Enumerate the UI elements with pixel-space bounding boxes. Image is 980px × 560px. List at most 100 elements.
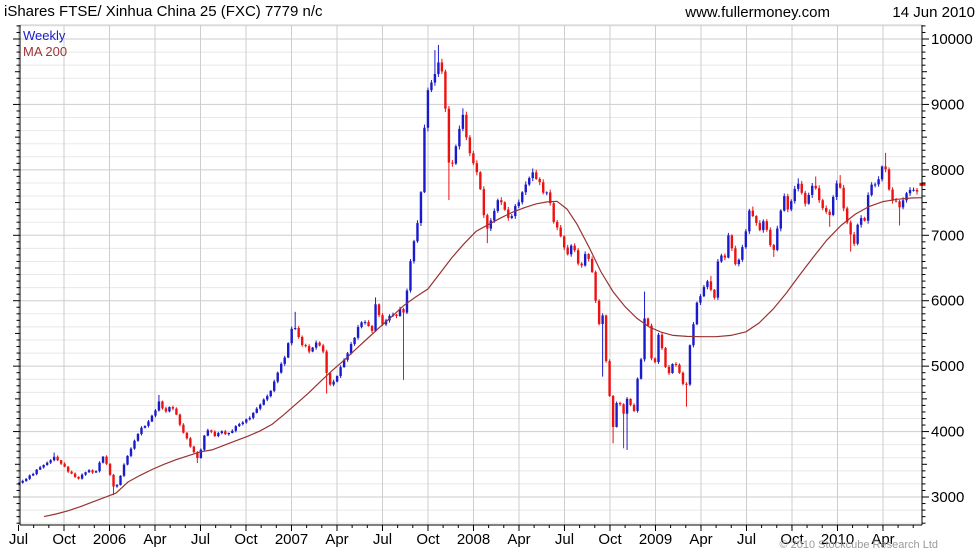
- candle-up: [290, 328, 293, 344]
- candle-down: [377, 304, 381, 316]
- candle-up: [657, 334, 660, 363]
- candle-up: [262, 399, 265, 405]
- candle-up: [335, 376, 339, 382]
- candle-up: [49, 460, 52, 463]
- candle-down: [472, 153, 475, 164]
- candle-down: [852, 234, 856, 244]
- x-axis-label: Jul: [555, 531, 574, 548]
- candle-up: [311, 347, 314, 352]
- candle-down: [402, 309, 405, 313]
- candle-down: [674, 363, 678, 365]
- candle-down: [196, 452, 199, 459]
- x-axis-label: Oct: [598, 531, 622, 548]
- candle-up: [873, 184, 877, 186]
- candle-down: [713, 289, 716, 298]
- candle-down: [681, 372, 685, 384]
- candle-up: [266, 396, 269, 400]
- candle-up: [496, 200, 500, 211]
- y-axis-label: 10000: [931, 31, 973, 48]
- candle-up: [206, 430, 210, 436]
- candle-up: [437, 62, 440, 74]
- candle-up: [716, 261, 720, 298]
- y-axis-label: 4000: [931, 424, 964, 441]
- candle-down: [566, 247, 569, 255]
- candle-down: [653, 358, 657, 363]
- candle-up: [430, 82, 433, 91]
- candle-down: [723, 255, 727, 258]
- x-axis-label: Oct: [780, 531, 804, 548]
- candle-down: [171, 407, 175, 409]
- candle-up: [423, 127, 426, 193]
- candle-up: [133, 440, 136, 449]
- candle-up: [720, 255, 723, 262]
- candle-up: [859, 218, 863, 225]
- candle-up: [639, 359, 643, 379]
- candle-up: [339, 367, 342, 377]
- candle-down: [318, 342, 321, 346]
- candle-down: [381, 315, 384, 325]
- candle-down: [213, 431, 217, 437]
- x-axis-label: Apr: [689, 531, 712, 548]
- candle-up: [342, 359, 346, 368]
- candle-down: [182, 424, 185, 433]
- candle-down: [660, 334, 664, 349]
- candle-down: [800, 183, 803, 193]
- candle-down: [804, 192, 807, 204]
- candle-up: [412, 241, 416, 262]
- candle-down: [824, 208, 828, 212]
- candle-down: [650, 325, 653, 359]
- candle-up: [405, 290, 409, 313]
- candle-up: [24, 478, 28, 481]
- candle-down: [538, 178, 541, 183]
- candle-down: [395, 314, 398, 316]
- legend-timeframe-label: Weekly: [23, 28, 66, 43]
- candle-down: [734, 248, 737, 265]
- date-label: 14 Jun 2010: [892, 4, 975, 21]
- candle-down: [70, 471, 73, 474]
- candle-down: [576, 250, 580, 264]
- candle-up: [811, 185, 814, 195]
- candle-up: [569, 245, 573, 255]
- candle-down: [178, 414, 182, 425]
- copyright-notice: © 2010 Stockcube Research Ltd: [779, 539, 938, 551]
- candle-up: [741, 247, 744, 260]
- candle-up: [283, 357, 286, 364]
- candle-up: [912, 189, 915, 191]
- y-axis-label: 7000: [931, 227, 964, 244]
- candle-down: [555, 221, 559, 228]
- candle-up: [776, 228, 779, 250]
- candle-up: [398, 309, 402, 316]
- candle-down: [828, 211, 831, 215]
- candle-up: [101, 456, 105, 463]
- website-link[interactable]: www.fullermoney.com: [685, 4, 830, 21]
- candle-down: [185, 432, 189, 439]
- y-axis-label: 3000: [931, 489, 964, 506]
- candle-up: [793, 188, 796, 202]
- candle-up: [901, 200, 905, 208]
- candle-down: [751, 210, 755, 217]
- candle-up: [601, 315, 604, 324]
- candle-down: [604, 315, 608, 362]
- candle-down: [63, 463, 66, 467]
- candle-up: [643, 318, 646, 360]
- candle-down: [562, 236, 566, 248]
- candle-up: [143, 425, 147, 428]
- candle-down: [297, 328, 300, 337]
- x-axis-label: Apr: [143, 531, 166, 548]
- candle-down: [709, 281, 713, 290]
- candle-up: [583, 253, 587, 266]
- candle-up: [790, 201, 793, 210]
- candle-up: [870, 184, 873, 196]
- candle-up: [349, 344, 353, 354]
- candle-down: [465, 114, 468, 138]
- candle-up: [217, 433, 220, 437]
- candle-down: [573, 245, 576, 251]
- candle-up: [856, 224, 859, 244]
- candle-up: [147, 421, 150, 426]
- candle-down: [482, 189, 486, 216]
- candle-up: [157, 401, 161, 411]
- candle-up: [706, 281, 709, 287]
- candle-up: [360, 322, 363, 328]
- candle-up: [286, 343, 290, 358]
- candle-up: [433, 73, 437, 83]
